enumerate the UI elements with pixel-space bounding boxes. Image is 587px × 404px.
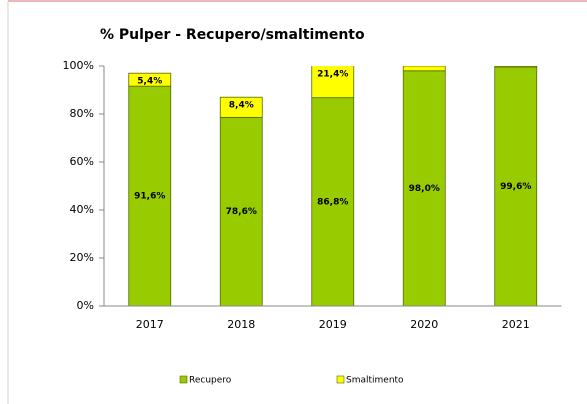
data-label: 78,6% <box>226 207 257 217</box>
data-label: 91,6% <box>134 192 165 202</box>
bar-segment <box>128 85 172 306</box>
y-tick-label: 80% <box>70 107 94 120</box>
legend-label: Recupero <box>189 376 232 386</box>
y-tick-label: 40% <box>70 203 94 216</box>
bar-segment <box>311 97 355 306</box>
bar-segment <box>219 116 263 306</box>
chart-title: % Pulper - Recupero/smaltimento <box>100 27 365 43</box>
bar-segment <box>402 66 446 72</box>
legend-label: Smaltimento <box>346 376 404 386</box>
data-label: 99,6% <box>500 182 531 192</box>
legend-swatch <box>336 375 345 384</box>
x-tick-label: 2021 <box>502 318 530 331</box>
x-tick-label: 2018 <box>227 318 255 331</box>
y-tick-label: 0% <box>77 299 94 312</box>
y-tick-label: 100% <box>63 59 94 72</box>
data-label: 8,4% <box>229 101 254 111</box>
x-tick-label: 2017 <box>136 318 164 331</box>
bar-segment <box>219 96 263 118</box>
bar-segment <box>402 70 446 306</box>
data-label: 5,4% <box>137 77 162 87</box>
data-label: 86,8% <box>317 197 348 207</box>
x-tick-label: 2019 <box>319 318 347 331</box>
data-label: 98,0% <box>409 184 440 194</box>
bars <box>128 66 538 306</box>
bar-segment <box>128 72 172 87</box>
y-tick-label: 20% <box>70 251 94 264</box>
legend-swatch <box>179 375 188 384</box>
bar-segment <box>494 66 538 306</box>
x-tick-label: 2020 <box>410 318 438 331</box>
data-label: 21,4% <box>317 70 348 80</box>
bar-segment <box>311 66 355 99</box>
y-tick-label: 60% <box>70 155 94 168</box>
bar-segment <box>494 66 538 68</box>
